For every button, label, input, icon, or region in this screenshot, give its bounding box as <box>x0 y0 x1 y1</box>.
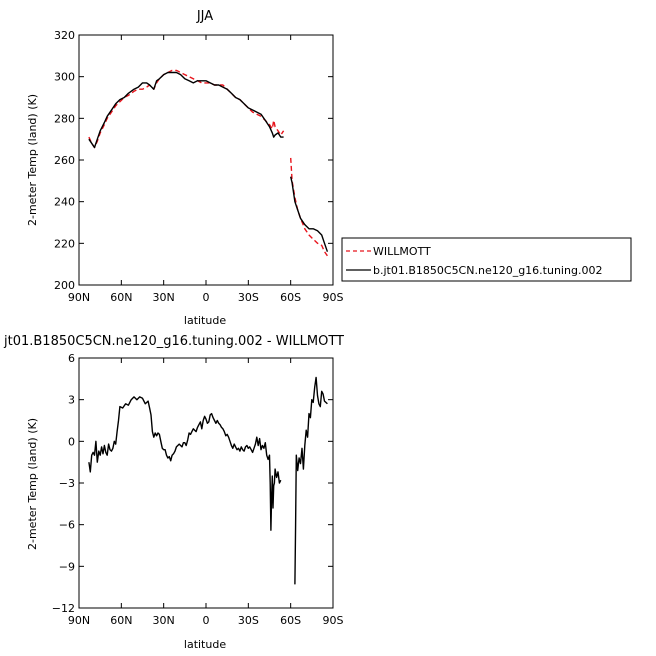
legend-label-willmott: WILLMOTT <box>373 245 431 258</box>
x-tick-label: 60S <box>280 291 301 304</box>
bottom-chart-y-label: 2-meter Temp (land) (K) <box>26 418 39 550</box>
x-tick-label: 30N <box>153 291 175 304</box>
bottom-chart-title: jt01.B1850C5CN.ne120_g16.tuning.002 - WI… <box>3 334 344 349</box>
y-tick-label: 220 <box>54 237 75 250</box>
y-tick-label: −6 <box>59 519 75 532</box>
y-tick-label: 6 <box>68 352 75 365</box>
series-line-0 <box>88 396 282 531</box>
x-tick-label: 30S <box>238 614 259 627</box>
bottom-chart-x-label: latitude <box>184 638 226 651</box>
x-tick-label: 60S <box>280 614 301 627</box>
top-chart-legend: WILLMOTT b.jt01.B1850C5CN.ne120_g16.tuni… <box>341 237 632 282</box>
top-chart: JJA 200 220 240 260 280 300 320 90N 60N 30N 0 30S 6… <box>26 9 632 327</box>
top-chart-marks <box>88 69 329 257</box>
series-line-1 <box>88 71 284 149</box>
y-tick-label: 280 <box>54 112 75 125</box>
y-tick-label: 320 <box>54 29 75 42</box>
y-tick-label: 240 <box>54 196 75 209</box>
legend-box <box>341 237 632 282</box>
x-tick-label: 90S <box>323 614 344 627</box>
bottom-chart-y-ticks: −12 −9 −6 −3 0 3 6 <box>52 352 333 615</box>
top-chart-y-label: 2-meter Temp (land) (K) <box>26 94 39 226</box>
top-chart-x-ticks: 90N 60N 30N 0 30S 60S 90S <box>68 35 344 304</box>
y-tick-label: −9 <box>59 560 75 573</box>
y-tick-label: −3 <box>59 477 75 490</box>
x-tick-label: 60N <box>110 614 132 627</box>
top-chart-frame <box>78 34 334 286</box>
x-tick-label: 0 <box>203 291 210 304</box>
y-tick-label: 0 <box>68 435 75 448</box>
y-tick-label: 200 <box>54 279 75 292</box>
top-chart-title: JJA <box>196 9 213 24</box>
x-tick-label: 30N <box>153 614 175 627</box>
y-tick-label: 260 <box>54 154 75 167</box>
bottom-chart: jt01.B1850C5CN.ne120_g16.tuning.002 - WI… <box>3 334 344 651</box>
series-line-0 <box>294 376 328 585</box>
series-line-1 <box>290 176 329 252</box>
y-tick-label: 3 <box>68 394 75 407</box>
x-tick-label: 30S <box>238 291 259 304</box>
top-chart-x-label: latitude <box>184 314 226 327</box>
x-tick-label: 90N <box>68 291 90 304</box>
y-tick-label: −12 <box>52 602 75 615</box>
x-tick-label: 60N <box>110 291 132 304</box>
x-tick-label: 90N <box>68 614 90 627</box>
series-line-dashed-0 <box>88 69 285 149</box>
y-tick-label: 300 <box>54 71 75 84</box>
bottom-chart-x-ticks: 90N 60N 30N 0 30S 60S 90S <box>68 358 344 627</box>
x-tick-label: 90S <box>323 291 344 304</box>
series-line-dashed-0 <box>290 157 328 257</box>
top-chart-y-ticks: 200 220 240 260 280 300 320 <box>54 29 333 292</box>
legend-label-model: b.jt01.B1850C5CN.ne120_g16.tuning.002 <box>373 264 602 277</box>
x-tick-label: 0 <box>203 614 210 627</box>
bottom-chart-marks <box>88 376 328 585</box>
